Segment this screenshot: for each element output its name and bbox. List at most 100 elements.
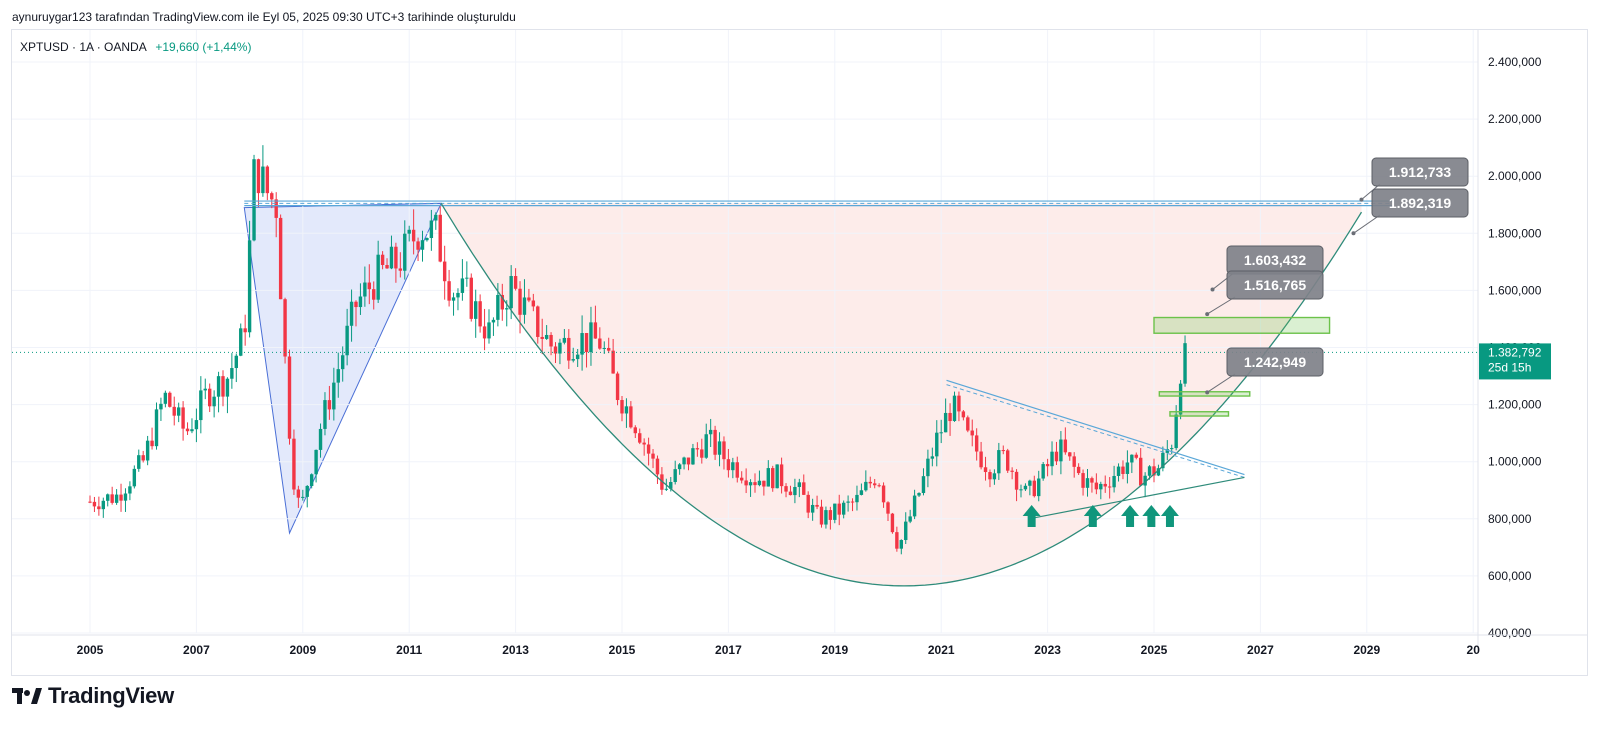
candle [283,297,287,364]
candle-body [154,409,159,447]
candle [1139,448,1143,486]
candle [1028,479,1032,496]
candle [1112,465,1116,493]
candle-body [855,494,859,503]
candle [881,482,886,508]
candle [793,478,797,504]
candle-body [593,322,598,339]
candle-body [482,326,487,339]
candle [159,397,163,421]
candle [460,259,465,301]
candle-body [496,294,500,320]
candle-body [465,277,469,279]
candle [575,349,580,368]
candle-body [97,506,101,510]
candle-body [979,451,983,468]
candle-body [1063,439,1068,453]
candle-body [1037,478,1041,497]
symbol-legend[interactable]: XPTUSD · 1A · OANDA +19,660 (+1,44%) [20,40,251,54]
candle-body [341,355,345,370]
candle-body [522,297,527,315]
candle [735,456,739,483]
candle-body [176,407,181,416]
candle-body [318,428,323,450]
candle-body [1032,480,1036,497]
candle-body [336,369,340,383]
candle-body [380,254,385,265]
candle [1037,470,1041,502]
candle-body [212,396,216,407]
candle-body [1006,450,1010,471]
candle [1081,469,1085,496]
candle-body [1183,343,1187,384]
candle-body [686,457,691,465]
candle-body [491,319,496,323]
candle-body [429,220,434,239]
candle-body [974,435,979,452]
candle-body [163,392,168,404]
candle [176,402,181,423]
price-callout[interactable]: 1.603,432 [1210,245,1324,292]
price-callout[interactable]: 1.912,733 [1359,157,1469,202]
candle [301,489,305,501]
candle-body [682,457,686,465]
candle-body [1143,475,1147,486]
candle [771,465,775,492]
candle [168,391,172,408]
candle-body [629,406,633,428]
candle [132,465,137,489]
candle-body [1072,456,1076,467]
candle-body [846,501,850,503]
candle-body [1099,483,1103,490]
candle [247,220,252,338]
candle-body [584,333,589,353]
candle-body [434,214,438,221]
candle-body [868,481,872,484]
candle [726,448,731,478]
candle-body [314,449,318,475]
candle [806,491,810,519]
tradingview-logo[interactable]: TradingView [12,683,174,709]
candle [1125,450,1130,484]
candle-body [744,480,748,486]
candle [1130,454,1134,474]
candle-body [992,473,997,480]
candle [731,457,735,479]
candle [846,495,850,512]
candle [926,449,930,488]
chart-frame[interactable] [11,29,1588,676]
candle [779,457,784,494]
price-callout[interactable]: 1.242,949 [1205,347,1324,395]
price-callout[interactable]: 1.516,765 [1205,270,1324,317]
candle [367,264,371,305]
candle [119,483,123,512]
candle-body [536,306,540,337]
candle-body [740,477,744,481]
candle-body [704,434,708,458]
candle-body [793,486,797,496]
price-callout[interactable]: 1.892,319 [1351,188,1469,236]
candle-body [957,395,961,412]
candle-body [784,486,788,492]
candle [775,464,779,489]
candle-body [137,455,141,469]
candle [482,308,487,351]
candle-body [1139,457,1143,486]
candle [886,501,890,521]
candle [899,539,903,555]
candle-body [580,333,584,355]
candle-body [354,301,358,308]
y-tick-label: 600,000 [1488,569,1532,583]
candle-body [735,462,739,478]
candle [939,419,943,444]
candle-body [983,467,988,473]
candle-body [119,494,123,501]
candle-body [1134,454,1138,458]
candle [850,498,855,512]
candle [230,353,234,389]
candle [88,495,92,504]
candle [1072,452,1076,478]
candle-body [252,159,256,241]
